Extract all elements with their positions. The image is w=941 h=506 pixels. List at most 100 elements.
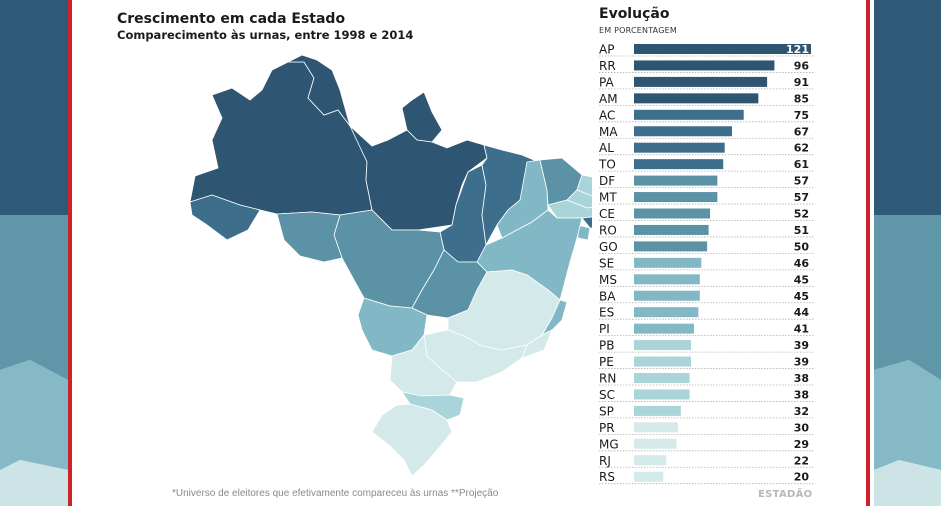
bar-label-pr: PR — [599, 421, 615, 435]
bar-ap — [634, 44, 811, 54]
bar-label-rn: RN — [599, 372, 616, 386]
bar-value-df: 57 — [794, 175, 809, 188]
bar-mt — [634, 192, 718, 203]
right-red-border — [866, 0, 870, 506]
bar-label-to: TO — [598, 158, 616, 172]
bar-label-ma: MA — [599, 125, 618, 139]
bar-label-se: SE — [599, 256, 614, 270]
bar-value-al: 62 — [794, 142, 809, 155]
bar-am — [634, 93, 759, 104]
bar-label-ac: AC — [599, 108, 615, 122]
bar-df — [634, 175, 718, 186]
bar-pr — [634, 422, 678, 433]
state-rs — [371, 403, 453, 477]
bar-value-sp: 32 — [794, 405, 809, 418]
bar-value-ms: 45 — [794, 273, 809, 286]
state-ro — [276, 211, 343, 263]
bar-label-ce: CE — [599, 207, 615, 221]
bar-sc — [634, 389, 690, 400]
bar-value-ap: 121 — [786, 43, 809, 56]
bar-label-ro: RO — [599, 223, 617, 237]
bar-label-df: DF — [599, 174, 615, 188]
map-title: Crescimento em cada Estado — [117, 11, 346, 27]
brazil-map — [189, 54, 592, 477]
bar-value-ac: 75 — [794, 109, 809, 122]
bar-pa — [634, 76, 768, 87]
bar-ba — [634, 290, 700, 301]
bar-pi — [634, 323, 694, 334]
bar-ma — [634, 126, 733, 137]
right-background-art — [874, 0, 941, 506]
bar-label-am: AM — [599, 92, 618, 106]
bar-label-pi: PI — [599, 322, 610, 336]
bar-value-ro: 51 — [794, 224, 809, 237]
bar-value-rj: 22 — [794, 454, 809, 467]
bar-label-rj: RJ — [599, 454, 611, 468]
left-background-strip — [0, 0, 68, 506]
bar-value-pi: 41 — [794, 323, 809, 336]
bar-label-go: GO — [599, 240, 618, 254]
bar-label-pb: PB — [599, 339, 614, 353]
bar-value-am: 85 — [794, 92, 809, 105]
bar-value-rr: 96 — [794, 59, 810, 72]
bar-pe — [634, 356, 692, 367]
bar-label-rr: RR — [599, 59, 616, 73]
bar-value-pr: 30 — [794, 421, 810, 434]
bar-label-ba: BA — [599, 289, 616, 303]
bar-ce — [634, 208, 711, 219]
bar-mg — [634, 438, 677, 449]
bar-chart: AP 121 RR 96 PA 91 AM 85 AC 75 MA 67 AL 62 TO 61 DF 57 MT 5… — [598, 43, 814, 484]
bar-label-mt: MT — [599, 191, 617, 205]
bar-value-go: 50 — [794, 240, 810, 253]
bar-rs — [634, 471, 664, 482]
chart-subtitle: EM PORCENTAGEM — [599, 26, 677, 35]
bar-label-mg: MG — [599, 437, 619, 451]
bar-value-sc: 38 — [794, 388, 809, 401]
bar-value-pe: 39 — [794, 356, 809, 369]
bar-label-sp: SP — [599, 404, 614, 418]
bar-value-pa: 91 — [794, 76, 809, 89]
bar-label-ms: MS — [599, 273, 617, 287]
bar-ro — [634, 224, 709, 235]
bar-value-ce: 52 — [794, 208, 809, 221]
bar-rn — [634, 373, 690, 383]
bar-ms — [634, 274, 700, 285]
left-background-art — [0, 0, 68, 506]
bar-value-to: 61 — [794, 158, 809, 171]
bar-label-rs: RS — [599, 470, 615, 484]
bar-value-mt: 57 — [794, 191, 809, 204]
bar-value-es: 44 — [794, 306, 810, 319]
footnote: *Universo de eleitores que efetivamente … — [172, 488, 499, 499]
left-red-border — [68, 0, 72, 506]
bar-value-ba: 45 — [794, 290, 809, 303]
bar-to — [634, 159, 724, 170]
bar-label-pe: PE — [599, 355, 614, 369]
bar-value-ma: 67 — [794, 125, 809, 138]
bar-sp — [634, 405, 681, 416]
bar-rr — [634, 60, 775, 71]
bar-value-pb: 39 — [794, 339, 809, 352]
estadao-logo: ESTADÃO — [758, 489, 813, 500]
state-rr — [271, 54, 351, 127]
bar-value-mg: 29 — [794, 438, 809, 451]
bar-label-pa: PA — [599, 75, 614, 89]
bar-go — [634, 241, 708, 252]
bar-value-rn: 38 — [794, 372, 809, 385]
map-subtitle: Comparecimento às urnas, entre 1998 e 20… — [117, 28, 414, 42]
right-background-strip — [874, 0, 941, 506]
state-al — [581, 216, 592, 229]
state-pr — [389, 334, 458, 397]
bar-ac — [634, 109, 744, 120]
bar-al — [634, 142, 725, 153]
bar-value-se: 46 — [794, 257, 810, 270]
bar-label-al: AL — [599, 141, 614, 155]
bar-es — [634, 307, 699, 318]
bar-value-rs: 20 — [794, 471, 810, 484]
bar-label-ap: AP — [599, 43, 614, 57]
chart-title: Evolução — [599, 6, 670, 22]
bar-pb — [634, 340, 692, 351]
state-ac — [189, 194, 261, 241]
bar-label-sc: SC — [599, 388, 615, 402]
bar-label-es: ES — [599, 306, 614, 320]
bar-rj — [634, 455, 667, 466]
